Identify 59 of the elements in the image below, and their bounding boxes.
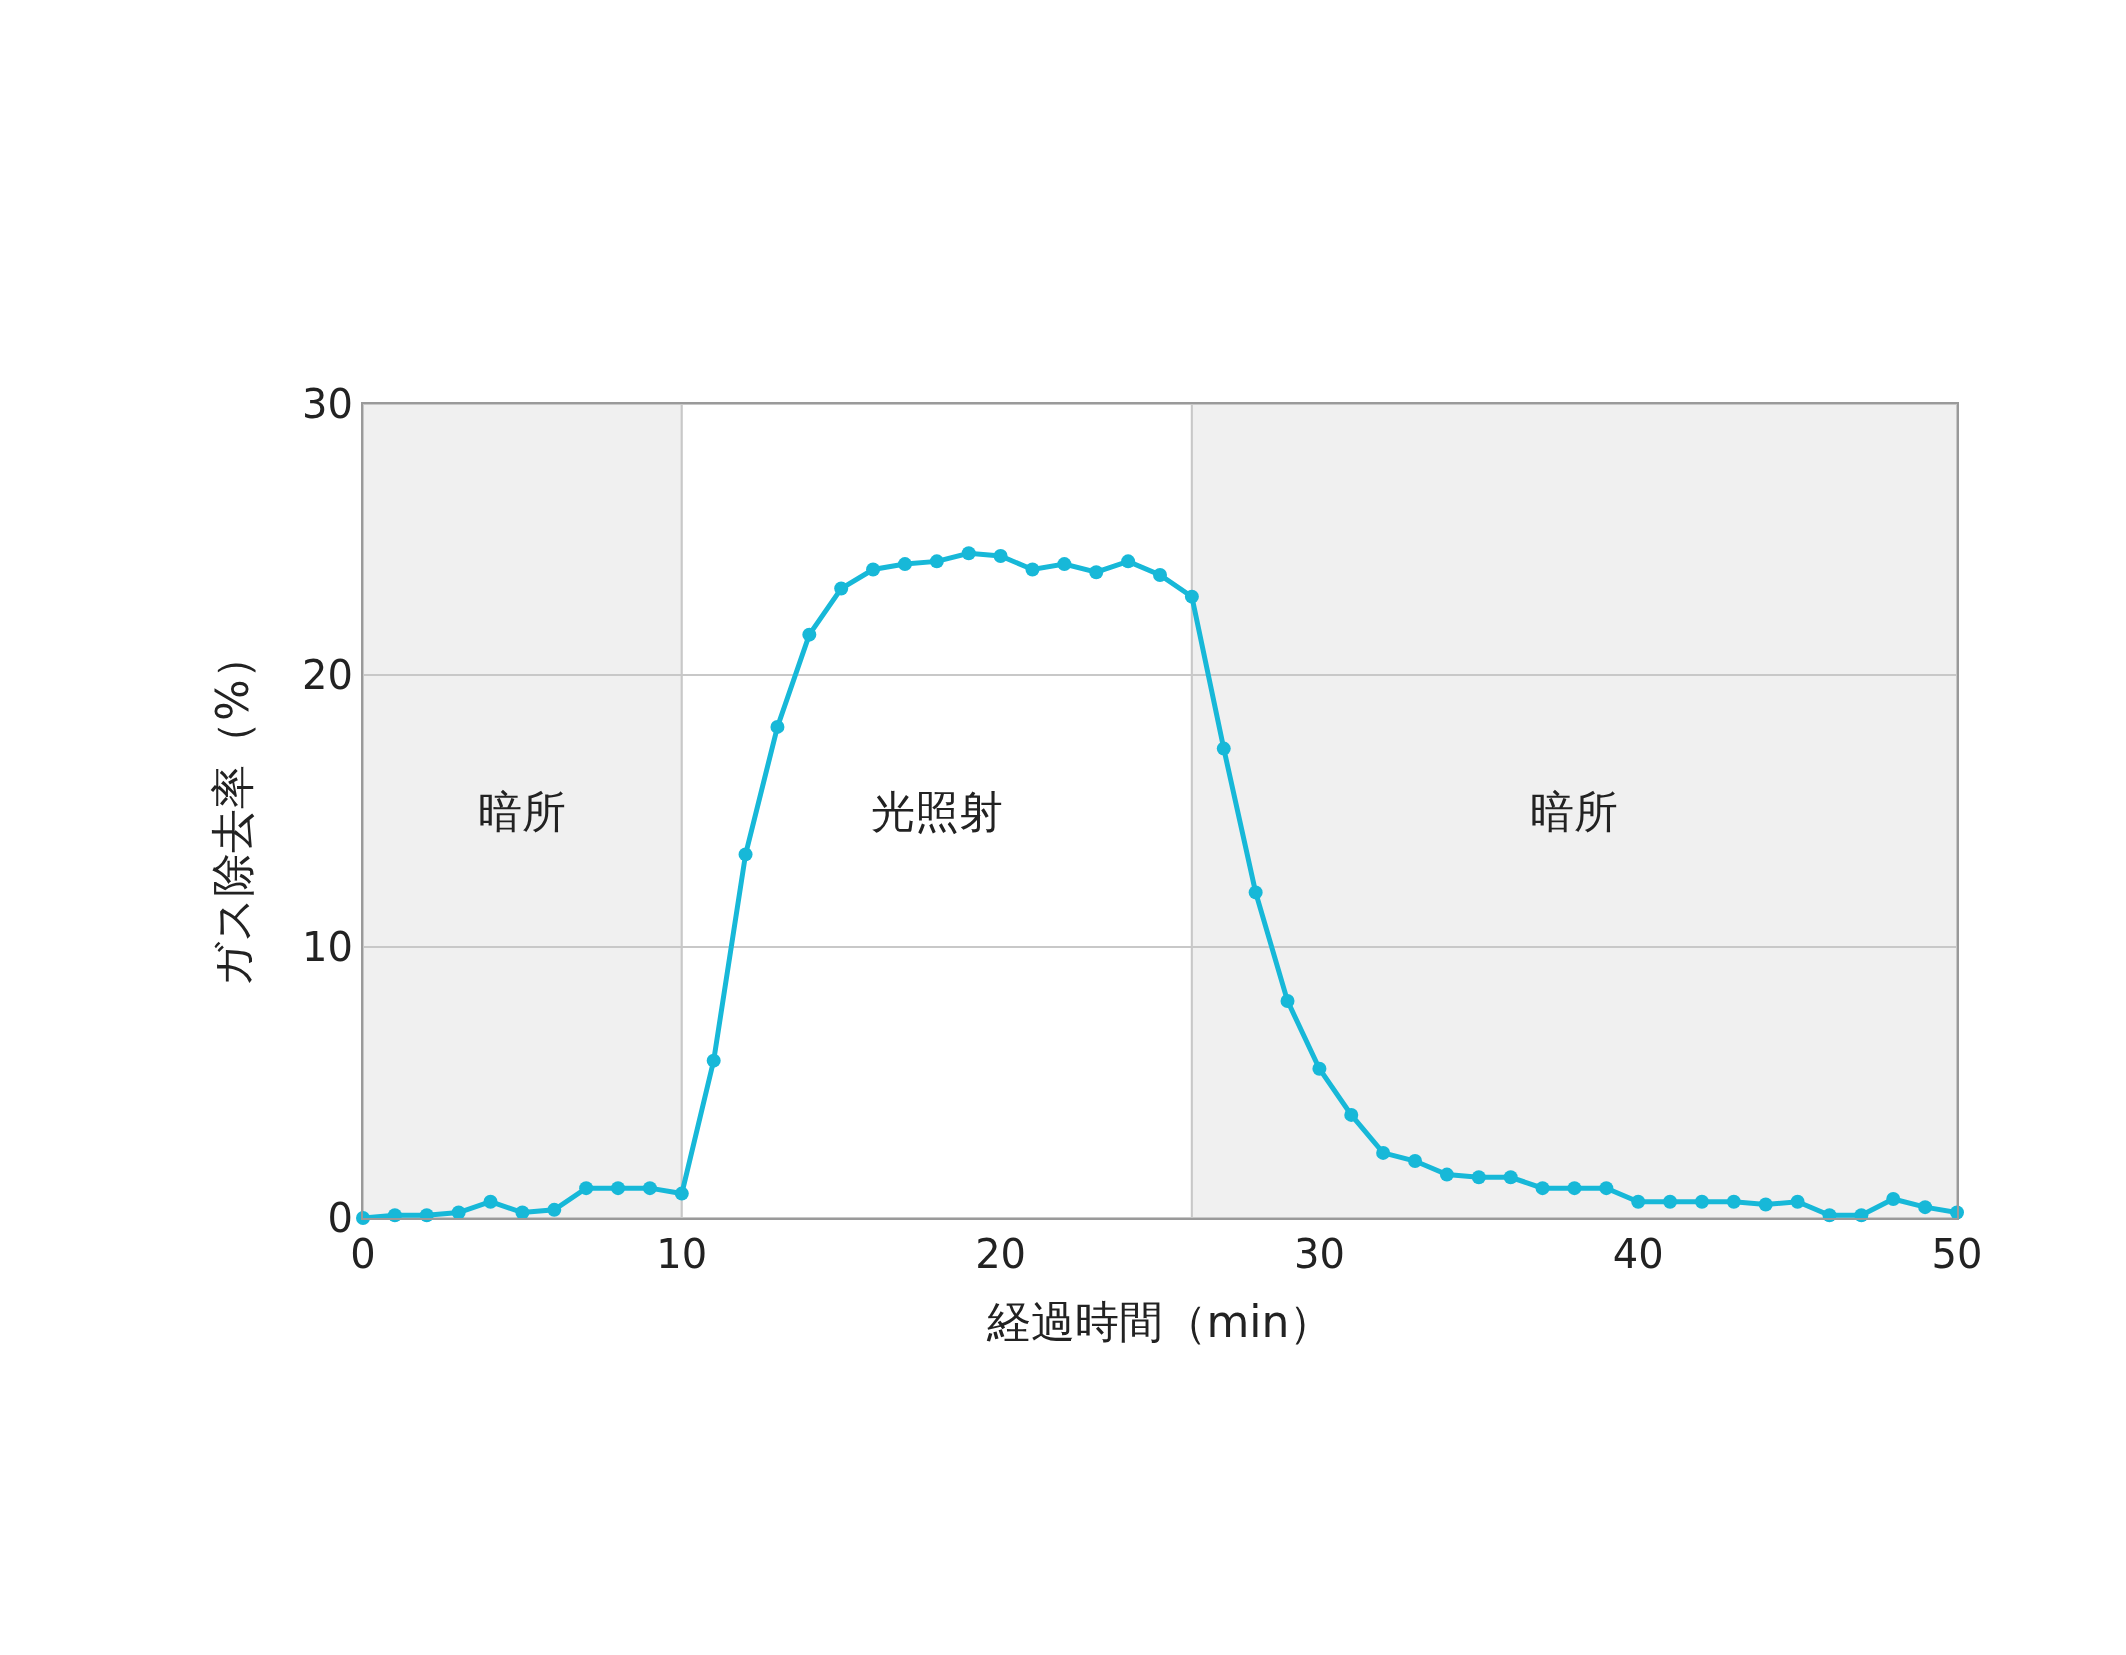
- y-axis-title: ガス除去率（%）: [206, 635, 258, 987]
- point: [1694, 1194, 1709, 1209]
- point: [770, 719, 785, 734]
- point: [515, 1205, 530, 1220]
- point: [1344, 1107, 1359, 1122]
- point: [961, 546, 976, 561]
- point: [1089, 565, 1104, 580]
- x-tick-label: 10: [656, 1231, 708, 1277]
- point: [834, 581, 849, 596]
- point: [1376, 1145, 1391, 1160]
- point: [579, 1181, 594, 1196]
- point: [802, 627, 817, 642]
- point: [1567, 1181, 1582, 1196]
- band-label: 暗所: [1530, 786, 1618, 837]
- point: [1758, 1197, 1773, 1212]
- point: [866, 562, 881, 577]
- point: [1184, 589, 1199, 604]
- point: [1790, 1194, 1805, 1209]
- point: [993, 548, 1008, 563]
- point: [1280, 993, 1295, 1008]
- point: [738, 847, 753, 862]
- point: [1248, 885, 1263, 900]
- point: [547, 1202, 562, 1217]
- point: [897, 557, 912, 572]
- y-tick-label: 0: [327, 1195, 353, 1241]
- point: [1471, 1170, 1486, 1185]
- band-label: 暗所: [478, 786, 566, 837]
- y-tick-label: 20: [302, 652, 353, 699]
- point: [1631, 1194, 1646, 1209]
- point: [483, 1194, 498, 1209]
- x-axis-title: 経過時間（min）: [985, 1295, 1334, 1347]
- point: [1886, 1192, 1901, 1206]
- band-label: 光照射: [871, 786, 1003, 837]
- x-tick-label: 40: [1612, 1231, 1664, 1277]
- point: [1216, 741, 1231, 756]
- point: [451, 1205, 466, 1220]
- point: [929, 554, 944, 569]
- x-tick-label: 20: [975, 1231, 1027, 1277]
- point: [674, 1186, 689, 1201]
- x-tick-label: 30: [1293, 1231, 1345, 1277]
- point: [1535, 1181, 1550, 1196]
- point: [1153, 567, 1167, 582]
- point: [642, 1181, 657, 1196]
- point: [1918, 1200, 1933, 1215]
- point: [1408, 1154, 1423, 1169]
- point: [706, 1053, 721, 1068]
- point: [1439, 1167, 1454, 1182]
- point: [1312, 1061, 1327, 1076]
- y-tick-label: 30: [302, 381, 353, 427]
- point: [1057, 557, 1072, 572]
- point: [1663, 1194, 1678, 1209]
- point: [1121, 554, 1136, 569]
- point: [1503, 1170, 1518, 1185]
- point: [1025, 562, 1040, 577]
- point: [611, 1181, 626, 1196]
- point: [1726, 1194, 1741, 1209]
- y-tick-label: 10: [302, 923, 353, 970]
- point: [1599, 1181, 1614, 1196]
- x-tick-label: 50: [1931, 1231, 1983, 1277]
